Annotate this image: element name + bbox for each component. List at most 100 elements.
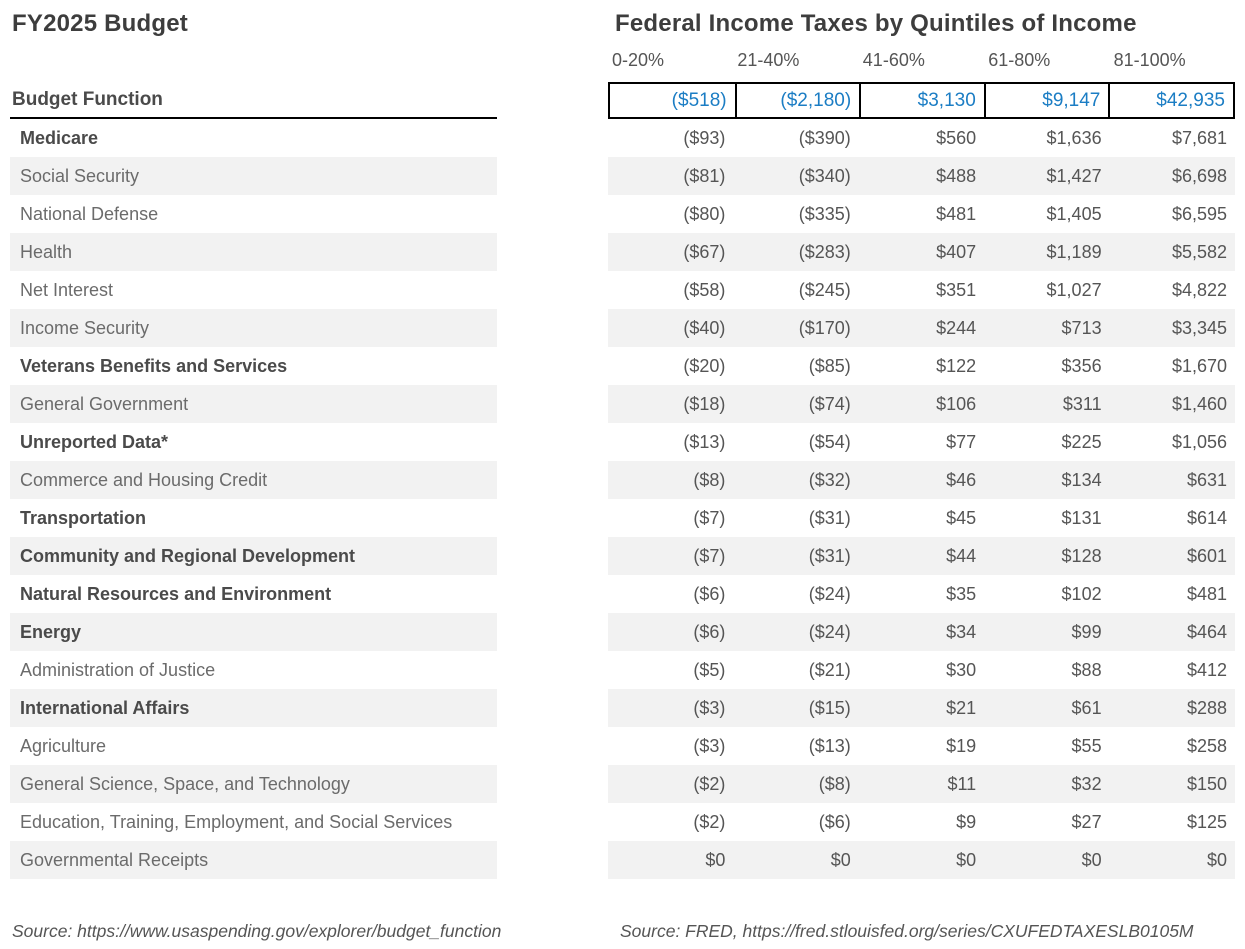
value-cell: ($245) <box>798 279 851 300</box>
value-cell: $713 <box>1061 317 1102 338</box>
table-row: Net Interest <box>10 271 497 309</box>
row-label: Administration of Justice <box>20 659 216 680</box>
value-cell: $150 <box>1186 773 1227 794</box>
row-label: Education, Training, Employment, and Soc… <box>20 811 453 832</box>
table-row: General Government <box>10 385 497 423</box>
value-cell: ($5) <box>693 659 726 680</box>
value-cell: $1,189 <box>1046 241 1102 262</box>
value-cell: $30 <box>946 659 977 680</box>
value-cell: $44 <box>946 545 977 566</box>
value-cell: ($74) <box>808 393 851 414</box>
value-cell: $32 <box>1071 773 1102 794</box>
value-cell: $481 <box>936 203 977 224</box>
row-label: Health <box>20 241 73 262</box>
value-cell: $601 <box>1186 545 1227 566</box>
value-cell: $412 <box>1186 659 1227 680</box>
value-cell: $46 <box>946 469 977 490</box>
total-cell: $42,935 <box>1108 84 1233 117</box>
value-cell: ($390) <box>798 127 851 148</box>
value-cell: ($283) <box>798 241 851 262</box>
value-cell: ($81) <box>683 165 726 186</box>
value-cell: ($24) <box>808 621 851 642</box>
value-cell: $21 <box>946 697 977 718</box>
total-cell: ($518) <box>671 89 727 111</box>
value-cell: ($85) <box>808 355 851 376</box>
value-cell: ($93) <box>683 127 726 148</box>
budget-function-list: Medicare Social Security National Defense H… <box>10 119 497 879</box>
budget-function-panel: FY2025 Budget Budget Function Medicare So… <box>10 0 501 949</box>
value-cell: ($31) <box>808 507 851 528</box>
row-label: Social Security <box>20 165 140 186</box>
value-cell: ($3) <box>693 697 726 718</box>
row-label: International Affairs <box>20 697 190 718</box>
value-cell: ($80) <box>683 203 726 224</box>
table-row: Income Security <box>10 309 497 347</box>
value-cell: $0 <box>1206 849 1227 870</box>
table-row: Agriculture <box>10 727 497 765</box>
quintile-header-cell: 41-60% <box>862 50 925 70</box>
value-cell: $88 <box>1071 659 1102 680</box>
value-cell: $3,345 <box>1171 317 1227 338</box>
value-cell: $99 <box>1071 621 1102 642</box>
source-left: Source: https://www.usaspending.gov/expl… <box>12 921 502 941</box>
value-cell: ($3) <box>693 735 726 756</box>
value-cell: $1,056 <box>1171 431 1227 452</box>
value-cell: $244 <box>936 317 977 338</box>
value-cell: $481 <box>1186 583 1227 604</box>
value-cell: $0 <box>1081 849 1102 870</box>
row-label: Commerce and Housing Credit <box>20 469 268 490</box>
table-row: Medicare <box>10 119 497 157</box>
value-cell: $407 <box>936 241 977 262</box>
table-row: ($58) ($245) $351 $1,027 $4,822 <box>608 271 1235 309</box>
value-cell: $6,698 <box>1171 165 1227 186</box>
value-cell: ($20) <box>683 355 726 376</box>
table-row: $0 $0 $0 $0 $0 <box>608 841 1235 879</box>
value-cell: ($13) <box>808 735 851 756</box>
value-cell: $102 <box>1061 583 1102 604</box>
table-row: ($6) ($24) $34 $99 $464 <box>608 613 1235 651</box>
table-row: ($80) ($335) $481 $1,405 $6,595 <box>608 195 1235 233</box>
table-row: Education, Training, Employment, and Soc… <box>10 803 497 841</box>
value-cell: $0 <box>705 849 726 870</box>
value-cell: $9 <box>956 811 977 832</box>
table-row: International Affairs <box>10 689 497 727</box>
row-label: Natural Resources and Environment <box>20 583 332 604</box>
table-row: Veterans Benefits and Services <box>10 347 497 385</box>
value-cell: ($6) <box>693 621 726 642</box>
value-cell: $134 <box>1061 469 1102 490</box>
table-row: ($2) ($6) $9 $27 $125 <box>608 803 1235 841</box>
row-label: Agriculture <box>20 735 107 756</box>
quintile-header: 0-20% 21-40% 41-60% 61-80% 81-100% <box>608 50 1235 71</box>
value-cell: $311 <box>1062 393 1102 414</box>
quintile-header-cell: 81-100% <box>1113 50 1186 70</box>
value-cell: $1,636 <box>1046 127 1102 148</box>
value-cell: $34 <box>946 621 977 642</box>
value-cell: $1,405 <box>1046 203 1102 224</box>
value-cell: ($40) <box>683 317 726 338</box>
row-label: National Defense <box>20 203 159 224</box>
value-cell: ($21) <box>808 659 851 680</box>
row-label: Veterans Benefits and Services <box>20 355 288 376</box>
value-cell: $631 <box>1186 469 1227 490</box>
table-row: Natural Resources and Environment <box>10 575 497 613</box>
value-cell: $45 <box>946 507 977 528</box>
table-row: ($67) ($283) $407 $1,189 $5,582 <box>608 233 1235 271</box>
value-cell: ($6) <box>693 583 726 604</box>
value-cell: $27 <box>1071 811 1102 832</box>
value-cell: $1,427 <box>1046 165 1102 186</box>
value-cell: ($2) <box>693 773 726 794</box>
table-row: ($81) ($340) $488 $1,427 $6,698 <box>608 157 1235 195</box>
value-cell: $356 <box>1061 355 1102 376</box>
table-row: National Defense <box>10 195 497 233</box>
value-cell: $225 <box>1061 431 1102 452</box>
value-cell: $614 <box>1186 507 1227 528</box>
value-cell: $131 <box>1061 507 1102 528</box>
value-cell: $5,582 <box>1171 241 1227 262</box>
value-cell: $61 <box>1071 697 1102 718</box>
quintile-header-cell: 21-40% <box>737 50 800 70</box>
value-cell: $1,670 <box>1171 355 1227 376</box>
value-cell: ($13) <box>683 431 726 452</box>
value-cell: $128 <box>1061 545 1102 566</box>
table-row: ($2) ($8) $11 $32 $150 <box>608 765 1235 803</box>
row-label: Energy <box>20 621 82 642</box>
